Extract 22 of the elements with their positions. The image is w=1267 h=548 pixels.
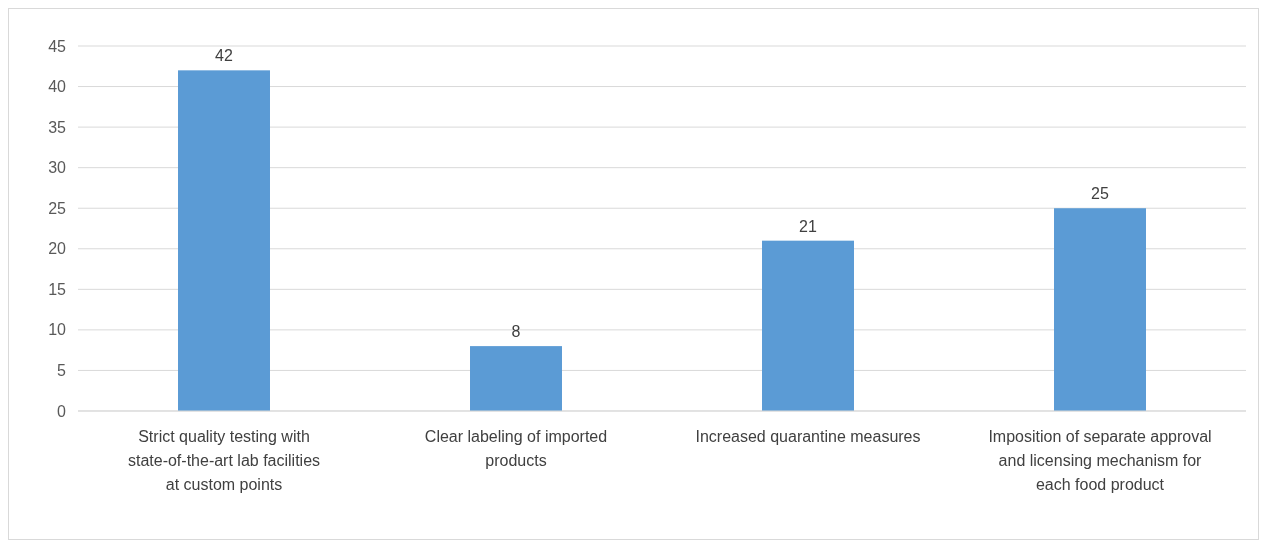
- bar: [762, 240, 854, 411]
- y-tick-label: 5: [57, 362, 67, 380]
- x-tick-label: Increased quarantine measures: [695, 428, 921, 445]
- y-tick-label: 10: [48, 321, 67, 339]
- y-tick-label: 20: [48, 240, 67, 258]
- y-tick-label: 15: [48, 280, 67, 298]
- data-label: 8: [511, 323, 521, 341]
- bar: [470, 346, 562, 411]
- x-tick-label: Imposition of separate approval and licensing mechanism for each food product: [988, 428, 1212, 493]
- x-tick-label: Strict quality testing with state-of-the-art lab facilities at custom points: [127, 428, 321, 493]
- y-tick-label: 40: [48, 78, 67, 96]
- y-tick-label: 25: [48, 199, 67, 217]
- bar: [178, 70, 270, 411]
- y-tick-label: 45: [48, 37, 67, 55]
- y-tick-label: 0: [57, 402, 67, 420]
- bar: [1054, 208, 1146, 411]
- data-label: 21: [799, 217, 817, 235]
- y-tick-label: 30: [48, 159, 67, 177]
- y-tick-label: 35: [48, 118, 67, 136]
- data-label: 25: [1091, 185, 1109, 203]
- data-label: 42: [215, 47, 233, 65]
- x-tick-label: Clear labeling of imported products: [424, 428, 608, 469]
